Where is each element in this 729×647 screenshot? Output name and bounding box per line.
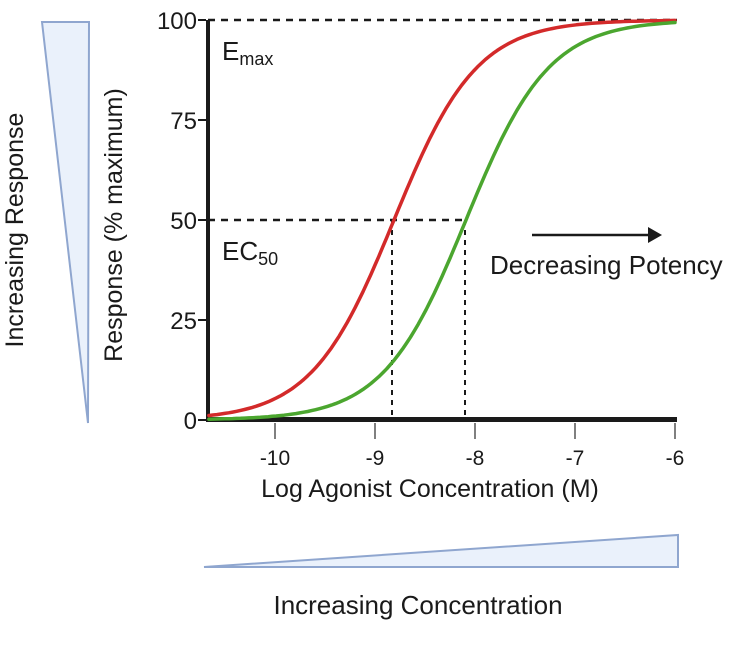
svg-text:50: 50 [170,208,197,235]
svg-text:-8: -8 [466,447,485,470]
svg-text:Log Agonist Concentration (M): Log Agonist Concentration (M) [261,475,599,503]
svg-text:Increasing Response: Increasing Response [1,113,29,348]
svg-text:-6: -6 [666,447,685,470]
svg-text:Increasing Concentration: Increasing Concentration [273,590,562,620]
svg-text:-10: -10 [260,447,290,470]
svg-text:100: 100 [157,8,197,35]
svg-text:-7: -7 [566,447,585,470]
svg-text:75: 75 [170,108,197,135]
svg-text:Decreasing Potency: Decreasing Potency [490,250,723,280]
svg-text:0: 0 [184,408,197,435]
svg-text:Response (% maximum): Response (% maximum) [100,88,128,362]
svg-text:-9: -9 [366,447,385,470]
svg-text:25: 25 [170,308,197,335]
